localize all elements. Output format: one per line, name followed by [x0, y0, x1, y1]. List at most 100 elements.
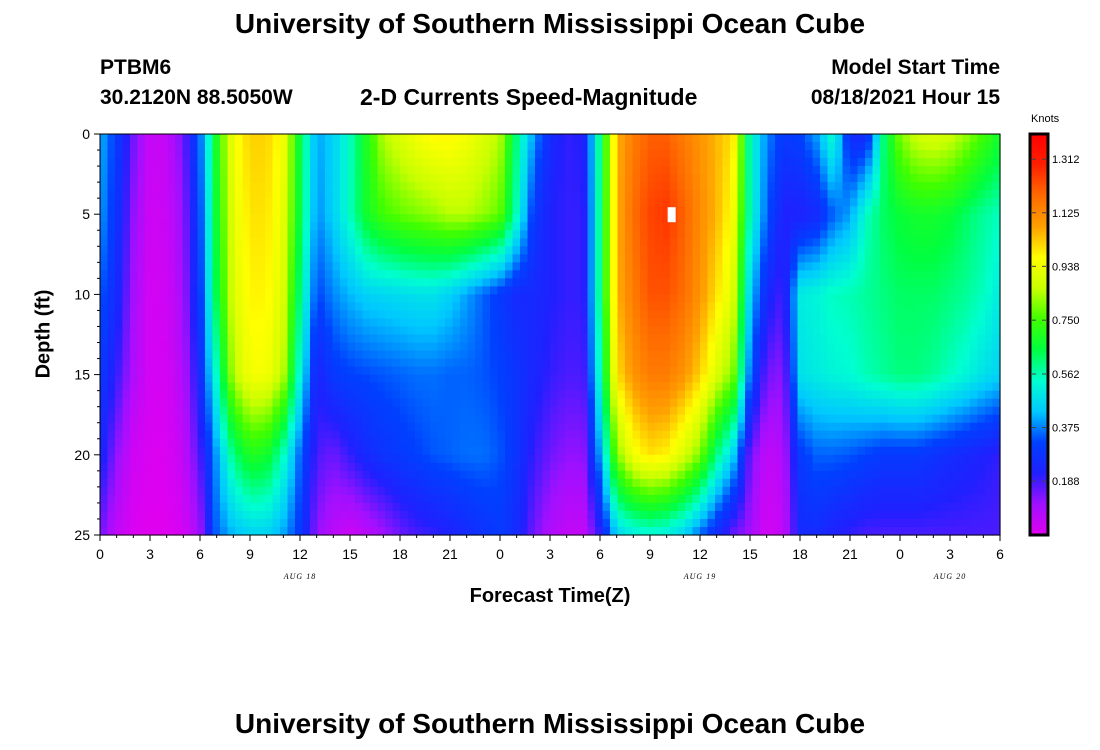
heatmap-cell	[977, 358, 986, 368]
heatmap-cell	[407, 398, 416, 408]
heatmap-cell	[692, 278, 701, 287]
heatmap-cell	[707, 198, 716, 207]
heatmap-cell	[925, 158, 934, 167]
heatmap-cell	[272, 254, 281, 263]
heatmap-cell	[362, 454, 371, 464]
heatmap-cell	[692, 406, 701, 416]
heatmap-cell	[400, 342, 409, 352]
heatmap-cell	[527, 262, 536, 271]
heatmap-cell	[670, 374, 679, 384]
heatmap-cell	[122, 358, 131, 368]
heatmap-cell	[212, 254, 221, 263]
heatmap-cell	[970, 438, 979, 448]
heatmap-cell	[242, 422, 251, 432]
heatmap-cell	[685, 342, 694, 352]
heatmap-cell	[115, 414, 124, 424]
heatmap-cell	[325, 142, 334, 151]
heatmap-cell	[797, 158, 806, 167]
heatmap-cell	[715, 246, 724, 255]
heatmap-cell	[895, 398, 904, 408]
heatmap-cell	[722, 190, 731, 199]
heatmap-cell	[467, 198, 476, 207]
heatmap-cell	[332, 222, 341, 231]
heatmap-cell	[535, 278, 544, 287]
heatmap-cell	[737, 222, 746, 231]
heatmap-cell	[400, 350, 409, 360]
heatmap-cell	[392, 462, 401, 472]
heatmap-cell	[700, 350, 709, 360]
heatmap-cell	[632, 222, 641, 231]
heatmap-cell	[212, 198, 221, 207]
heatmap-cell	[835, 334, 844, 344]
heatmap-cell	[805, 302, 814, 312]
heatmap-cell	[400, 398, 409, 408]
heatmap-cell	[385, 382, 394, 392]
heatmap-cell	[505, 214, 514, 223]
heatmap-cell	[542, 230, 551, 239]
heatmap-cell	[685, 382, 694, 392]
heatmap-cell	[625, 358, 634, 368]
heatmap-cell	[790, 214, 799, 223]
heatmap-cell	[542, 166, 551, 175]
heatmap-cell	[317, 254, 326, 263]
heatmap-cell	[617, 326, 626, 336]
heatmap-cell	[122, 310, 131, 320]
heatmap-cell	[715, 214, 724, 223]
heatmap-cell	[257, 230, 266, 239]
heatmap-cell	[977, 310, 986, 320]
heatmap-cell	[497, 246, 506, 255]
heatmap-cell	[962, 246, 971, 255]
heatmap-cell	[220, 406, 229, 416]
heatmap-cell	[895, 374, 904, 384]
heatmap-cell	[587, 334, 596, 344]
heatmap-cell	[625, 198, 634, 207]
heatmap-cell	[737, 334, 746, 344]
heatmap-cell	[212, 270, 221, 279]
heatmap-cell	[572, 246, 581, 255]
heatmap-cell	[527, 238, 536, 247]
heatmap-cell	[730, 134, 739, 143]
heatmap-cell	[250, 326, 259, 336]
heatmap-cell	[430, 150, 439, 159]
heatmap-cell	[857, 414, 866, 424]
heatmap-cell	[152, 390, 161, 400]
heatmap-cell	[857, 310, 866, 320]
heatmap-cell	[625, 326, 634, 336]
heatmap-cell	[257, 350, 266, 360]
heatmap-cell	[445, 446, 454, 456]
heatmap-cell	[902, 190, 911, 199]
heatmap-cell	[602, 230, 611, 239]
heatmap-cell	[977, 326, 986, 336]
heatmap-cell	[227, 398, 236, 408]
heatmap-cell	[182, 278, 191, 287]
heatmap-cell	[602, 446, 611, 456]
heatmap-cell	[317, 334, 326, 344]
heatmap-cell	[835, 382, 844, 392]
heatmap-cell	[317, 246, 326, 255]
heatmap-cell	[332, 238, 341, 247]
heatmap-cell	[572, 390, 581, 400]
heatmap-cell	[302, 358, 311, 368]
heatmap-cell	[520, 422, 529, 432]
heatmap-cell	[407, 358, 416, 368]
heatmap-cell	[962, 182, 971, 191]
heatmap-cell	[497, 350, 506, 360]
heatmap-cell	[205, 422, 214, 432]
heatmap-cell	[505, 174, 514, 183]
heatmap-cell	[835, 342, 844, 352]
heatmap-cell	[475, 422, 484, 432]
heatmap-cell	[565, 334, 574, 344]
heatmap-cell	[460, 206, 469, 215]
heatmap-cell	[100, 366, 109, 376]
heatmap-cell	[737, 270, 746, 279]
heatmap-cell	[422, 302, 431, 312]
heatmap-cell	[760, 374, 769, 384]
heatmap-cell	[790, 406, 799, 416]
heatmap-cell	[257, 318, 266, 328]
heatmap-cell	[955, 294, 964, 304]
heatmap-cell	[707, 254, 716, 263]
heatmap-cell	[227, 294, 236, 304]
heatmap-cell	[962, 454, 971, 464]
heatmap-cell	[250, 390, 259, 400]
heatmap-cell	[790, 254, 799, 263]
